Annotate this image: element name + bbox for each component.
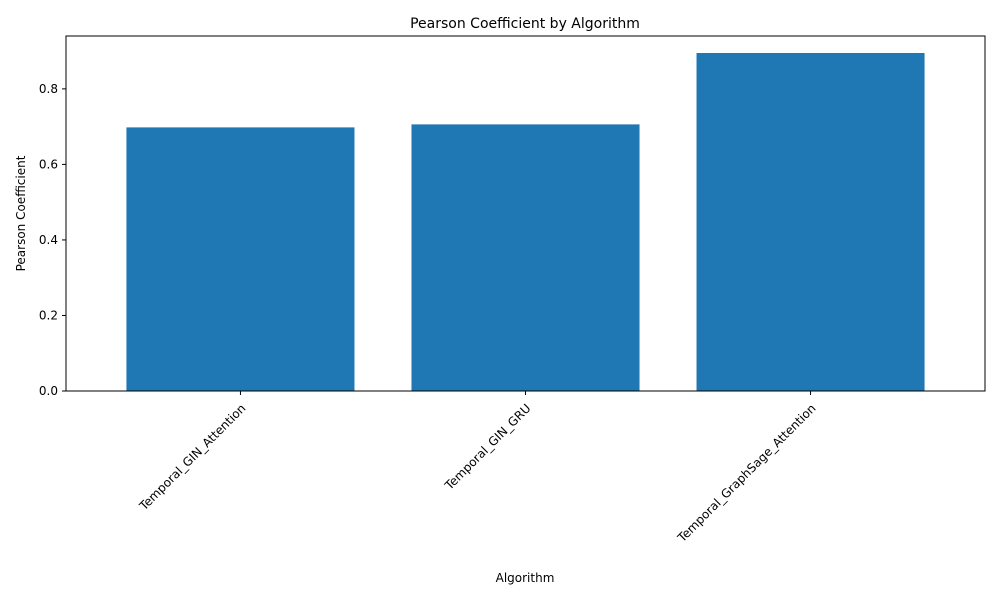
y-tick-label: 0.6 <box>39 157 58 171</box>
y-axis-label: Pearson Coefficient <box>14 155 28 271</box>
x-tick-label: Temporal_GraphSage_Attention <box>674 401 818 545</box>
y-tick-label: 0.4 <box>39 233 58 247</box>
x-axis-label: Algorithm <box>496 571 555 585</box>
x-axis: Temporal_GIN_Attention Temporal_GIN_GRU Te… <box>136 391 819 545</box>
chart-title: Pearson Coefficient by Algorithm <box>410 16 640 32</box>
bar <box>696 52 925 391</box>
bar <box>126 127 355 391</box>
y-tick-label: 0.0 <box>39 384 58 398</box>
bars-group <box>126 52 925 391</box>
y-axis: 0.0 0.2 0.4 0.6 0.8 <box>39 82 66 398</box>
x-tick-label: Temporal_GIN_GRU <box>442 401 534 493</box>
x-tick-label: Temporal_GIN_Attention <box>136 401 249 514</box>
y-tick-label: 0.2 <box>39 308 58 322</box>
y-tick-label: 0.8 <box>39 82 58 96</box>
plot-frame <box>65 35 986 392</box>
bar <box>411 124 640 391</box>
